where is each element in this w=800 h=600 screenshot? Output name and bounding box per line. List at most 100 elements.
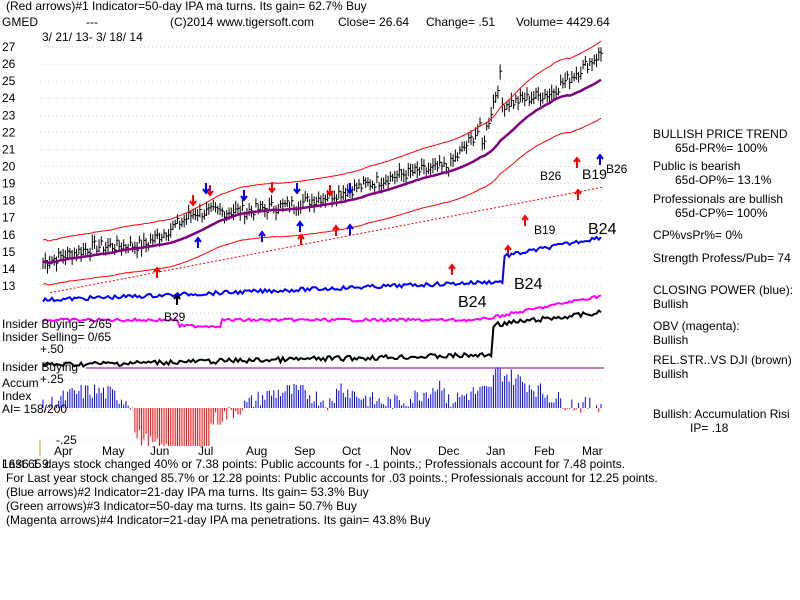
black-arrow-head (173, 293, 181, 300)
x-tick-label: Apr (54, 444, 73, 458)
red-up-arrow-head (504, 244, 512, 251)
blue-arrow-head (293, 188, 301, 195)
y-tick-label: 20 (2, 160, 16, 174)
copyright: (C)2014 www.tigersoft.com (170, 15, 315, 29)
lower-band-line (42, 117, 602, 286)
symbol: GMED (2, 15, 38, 29)
x-tick-label: Aug (246, 444, 267, 458)
ai-value: AI= 158/200 (2, 402, 68, 416)
index-label: Index (2, 389, 32, 403)
header-dashes: --- (86, 15, 98, 29)
footer-indicator-3: (Green arrows)#3 Indicator=50-day ma tur… (6, 499, 357, 513)
professionals-status: Professionals are bullish (653, 192, 784, 206)
minus-25: -.25 (56, 433, 77, 447)
footer-indicator-4: (Magenta arrows)#4 Indicator=21-day IPA … (6, 513, 431, 527)
y-tick-label: 14 (2, 262, 16, 276)
x-tick-label: Jan (486, 444, 505, 458)
strength-ratio: Strength Profess/Pub= 74 (653, 251, 791, 265)
x-tick-label: Dec (438, 444, 459, 458)
label-b29: B29 (164, 310, 186, 324)
blue-arrow-head (202, 188, 210, 195)
x-tick-label: Jul (198, 444, 213, 458)
change-value: Change= .51 (426, 15, 496, 29)
red-arrow-head (268, 187, 276, 194)
y-tick-label: 15 (2, 245, 16, 259)
y-tick-label: 18 (2, 194, 16, 208)
blue-arrow-head (596, 153, 604, 160)
y-tick-label: 26 (2, 57, 16, 71)
footer-overlap-digits: 1636 1 9 (2, 457, 49, 471)
x-tick-label: Sep (294, 444, 316, 458)
plus-50: +.50 (40, 342, 64, 356)
y-tick-label: 19 (2, 177, 16, 191)
label-b24-c: B24 (458, 294, 487, 311)
blue-arrow-head (346, 188, 354, 195)
label-b26-b: B26 (606, 162, 628, 176)
red-arrow-head (189, 200, 197, 207)
y-tick-label: 23 (2, 108, 16, 122)
y-tick-label: 16 (2, 228, 16, 242)
relstr-label: REL.STR..VS DJI (brown) (653, 353, 792, 367)
label-b24-b: B24 (514, 276, 543, 293)
y-tick-label: 24 (2, 91, 16, 105)
y-tick-label: 21 (2, 142, 16, 156)
x-tick-label: Nov (390, 444, 411, 458)
x-tick-label: Mar (582, 444, 603, 458)
moving-average-line (42, 78, 602, 265)
insider-buying: Insider Buying= 2/65 (2, 317, 112, 331)
closing-power-status: Bullish (653, 297, 689, 311)
x-tick-label: May (102, 444, 125, 458)
red-up-arrow-head (153, 266, 161, 273)
relstr-status: Bullish (653, 367, 689, 381)
obv-status: Bullish (653, 333, 689, 347)
date-range: 3/ 21/ 13- 3/ 18/ 14 (42, 30, 143, 44)
footer-indicator-2: (Blue arrows)#2 Indicator=21-day IPA ma … (6, 485, 369, 499)
red-arrow-head (326, 190, 334, 197)
op-value: 65d-OP%= 13.1% (675, 173, 772, 187)
pr-value: 65d-PR%= 100% (675, 141, 768, 155)
closing-power-line (42, 235, 602, 303)
label-b26-a: B26 (540, 169, 562, 183)
footer-last-year: For Last year stock changed 85.7% or 12.… (6, 471, 658, 485)
obv-line (42, 294, 602, 329)
closing-power-label: CLOSING POWER (blue): (653, 283, 794, 297)
obv-label: OBV (magenta): (653, 319, 740, 333)
y-tick-label: 27 (2, 40, 16, 54)
blue-arrow-head (258, 230, 266, 237)
plus-25: +.25 (40, 372, 64, 386)
accum-label: Accum (2, 376, 39, 390)
volume-value: Volume= 4429.64 (516, 15, 610, 29)
close-value: Close= 26.64 (338, 15, 410, 29)
cp-value: 65d-CP%= 100% (675, 206, 768, 220)
footer-65-days: Last 65 days stock changed 40% or 7.38 p… (2, 457, 626, 471)
blue-arrow-head (240, 195, 248, 202)
ip-value: IP= .18 (690, 421, 729, 435)
red-arrow-head (206, 190, 214, 197)
red-up-arrow-head (521, 214, 529, 221)
red-up-arrow-head (332, 224, 340, 231)
y-tick-label: 22 (2, 125, 16, 139)
x-tick-label: Oct (342, 444, 361, 458)
y-tick-label: 17 (2, 211, 16, 225)
accumulation-status: Bullish: Accumulation Risi (653, 407, 790, 421)
blue-arrow-head (296, 220, 304, 227)
trend-title: BULLISH PRICE TREND (653, 127, 788, 141)
cp-vs-pr: CP%vsPr%= 0% (653, 228, 743, 242)
indicator-1-text: (Red arrows)#1 Indicator=50-day IPA ma t… (6, 0, 367, 13)
upper-band-line (42, 40, 602, 242)
x-tick-label: Feb (534, 444, 555, 458)
red-up-arrow-head (297, 233, 305, 240)
label-b24-a: B24 (588, 221, 617, 238)
blue-arrow-head (194, 236, 202, 243)
relative-strength-line (42, 309, 602, 368)
red-up-arrow-head (573, 156, 581, 163)
y-tick-label: 25 (2, 74, 16, 88)
red-up-arrow-head (574, 188, 582, 195)
red-up-arrow-head (448, 263, 456, 270)
insider-buying-2: Insider Buying (2, 360, 79, 374)
label-b19-a: B19 (582, 166, 607, 182)
blue-arrow-head (346, 223, 354, 230)
insider-selling: Insider Selling= 0/65 (2, 330, 112, 344)
label-b19-b: B19 (534, 223, 556, 237)
